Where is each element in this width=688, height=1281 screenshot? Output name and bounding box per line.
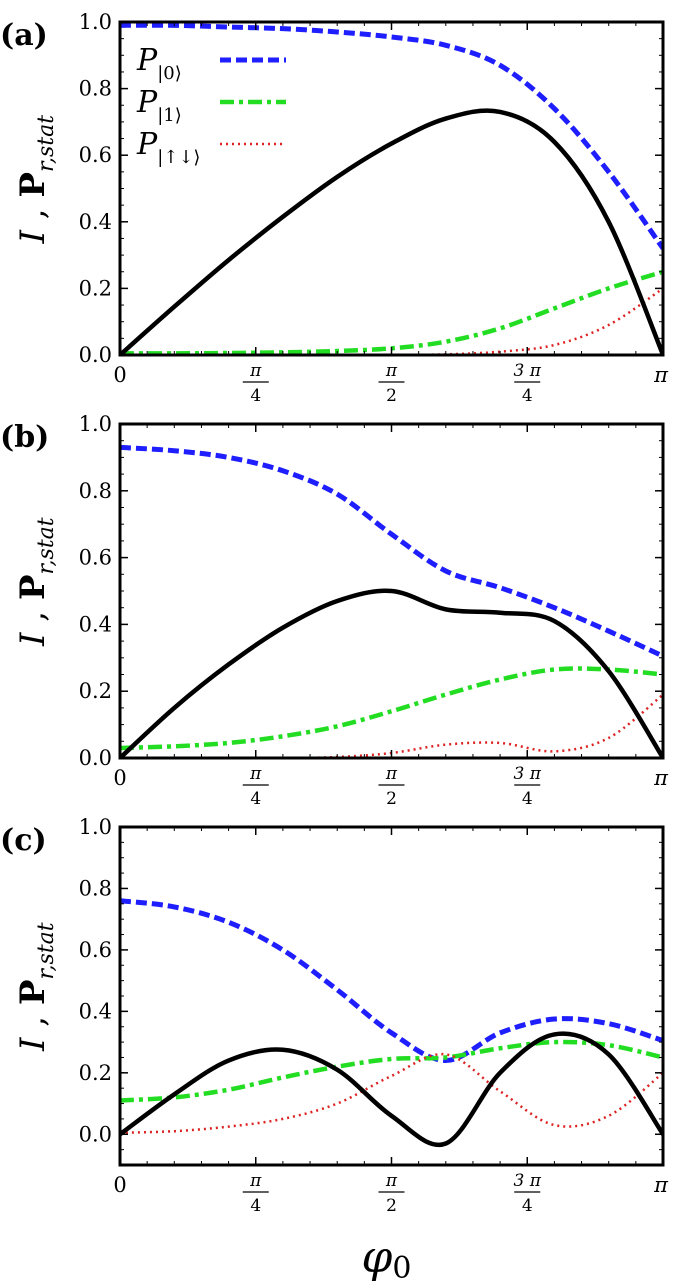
series-line-current (120, 108, 663, 355)
x-tick-label-denominator: 4 (522, 789, 533, 809)
legend-label-p: P (136, 127, 158, 162)
y-tick-label: 0.0 (79, 746, 112, 770)
y-tick-label: 0.0 (79, 343, 112, 367)
x-tick-label-denominator: 2 (386, 789, 397, 809)
y-tick-label: 0.8 (79, 77, 112, 101)
y-axis-label-sub: r,stat (34, 115, 59, 172)
legend-label-p: P (136, 43, 158, 78)
series-group (120, 444, 663, 758)
y-axis-label-p: P (13, 980, 53, 1006)
y-axis-label: I , Pr,stat (13, 115, 59, 245)
series-group (120, 22, 663, 355)
y-axis-label-comma: , (13, 198, 53, 230)
x-tick-label-denominator: 4 (250, 386, 261, 406)
series-line-p0 (120, 444, 663, 659)
y-axis-label-p: P (13, 575, 53, 601)
x-tick-label: π (653, 1173, 669, 1197)
y-axis-label-i: I (13, 632, 53, 647)
y-axis-label-sub: r,stat (34, 922, 59, 979)
y-tick-label: 0.2 (79, 679, 112, 703)
y-tick-label: 0.8 (79, 876, 112, 900)
x-tick-label-numerator: π (249, 361, 262, 381)
x-axis-label-sub: 0 (392, 1251, 411, 1281)
x-tick-label-numerator: 3 π (514, 361, 542, 381)
y-tick-label: 0.0 (79, 1122, 112, 1146)
plot-frame (118, 20, 665, 357)
x-tick-label-numerator: 3 π (514, 764, 542, 784)
y-tick-label: 1.0 (79, 412, 112, 436)
y-axis-label-comma: , (13, 600, 53, 632)
y-tick-label: 0.2 (79, 1061, 112, 1085)
x-tick-label-denominator: 4 (250, 1196, 261, 1216)
x-tick-label: π (653, 363, 669, 387)
legend: P|0⟩P|1⟩P|↑↓⟩ (136, 43, 286, 168)
legend-label-sub: |0⟩ (157, 63, 182, 84)
series-line-current (120, 588, 663, 758)
x-tick-label-numerator: π (385, 764, 398, 784)
panel-label: (a) (0, 18, 48, 53)
y-axis-label-i: I (13, 1037, 53, 1052)
series-line-p0 (120, 22, 663, 250)
y-axis-label: I , Pr,stat (13, 922, 59, 1052)
series-line-p0 (120, 898, 663, 1064)
y-tick-label: 1.0 (79, 10, 112, 34)
x-tick-label: π (653, 766, 669, 790)
legend-label: P|↑↓⟩ (136, 127, 200, 168)
legend-label: P|0⟩ (136, 43, 182, 84)
y-tick-label: 0.4 (79, 210, 112, 234)
y-tick-label: 0.4 (79, 612, 112, 636)
y-tick-label: 0.8 (79, 479, 112, 503)
series-line-p1 (120, 1039, 663, 1103)
x-tick-label-numerator: π (385, 361, 398, 381)
x-tick-label-denominator: 4 (522, 1196, 533, 1216)
panel-a: 0.0 0.2 0.4 0.6 0.8 1.0 0 π 4 π 2 3 π 4 π (a) I , Pr,st… (0, 10, 669, 406)
panel-b: 0.0 0.2 0.4 0.6 0.8 1.0 0 π 4 π 2 3 π 4 π (b) I , Pr,st… (0, 412, 669, 809)
x-tick-label-denominator: 4 (522, 386, 533, 406)
series-line-p2 (120, 693, 663, 758)
legend-label: P|1⟩ (136, 85, 182, 126)
series-line-p1 (120, 666, 663, 751)
series-group (120, 898, 663, 1148)
x-axis-label: φ0 (362, 1232, 412, 1281)
legend-label-sub: |↑↓⟩ (157, 147, 200, 168)
x-tick-label: 0 (113, 363, 126, 387)
y-tick-label: 0.6 (79, 143, 112, 167)
y-tick-label: 1.0 (79, 815, 112, 839)
legend-label-sub: |1⟩ (157, 105, 182, 126)
y-tick-label: 0.6 (79, 546, 112, 570)
legend-label-p: P (136, 85, 158, 120)
x-tick-label-denominator: 2 (386, 386, 397, 406)
x-tick-label-denominator: 4 (250, 789, 261, 809)
x-tick-label-numerator: π (249, 764, 262, 784)
y-axis-label-comma: , (13, 1005, 53, 1037)
series-line-current (120, 1031, 663, 1148)
x-tick-label-numerator: 3 π (514, 1171, 542, 1191)
panel-c: 0.0 0.2 0.4 0.6 0.8 1.0 0 π 4 π 2 3 π 4 π (c) I , Pr,st… (0, 815, 669, 1281)
panel-label: (c) (0, 823, 47, 858)
x-tick-label: 0 (113, 1173, 126, 1197)
y-tick-label: 0.6 (79, 938, 112, 962)
y-axis-label: I , Pr,stat (13, 517, 59, 647)
panel-label: (b) (0, 420, 49, 455)
y-tick-label: 0.2 (79, 276, 112, 300)
x-tick-label-denominator: 2 (386, 1196, 397, 1216)
x-tick-label-numerator: π (385, 1171, 398, 1191)
x-tick-label: 0 (113, 766, 126, 790)
y-axis-label-p: P (13, 172, 53, 198)
y-axis-label-sub: r,stat (34, 517, 59, 574)
series-line-p2 (120, 1052, 663, 1134)
y-axis-label-i: I (13, 230, 53, 245)
x-axis-label-phi: φ (362, 1232, 393, 1281)
x-tick-label-numerator: π (249, 1171, 262, 1191)
y-tick-label: 0.4 (79, 999, 112, 1023)
